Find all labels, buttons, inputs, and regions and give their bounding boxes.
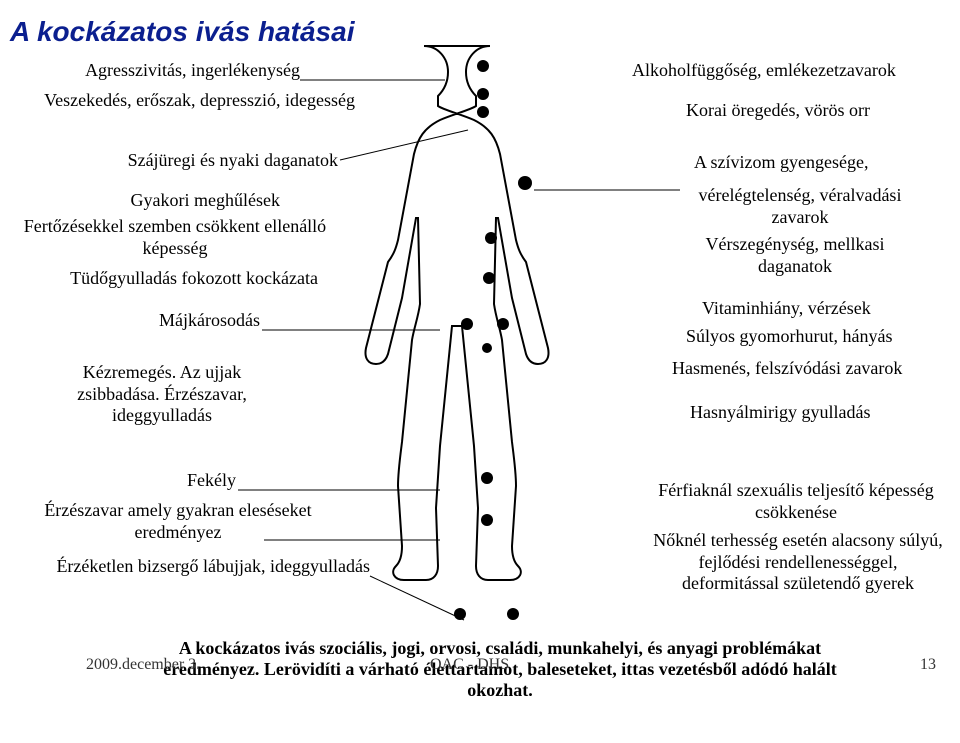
body-dot-12	[507, 608, 519, 620]
human-body-outline	[360, 40, 620, 680]
body-dot-7	[497, 318, 509, 330]
label-noknel: Nőknél terhesség esetén alacsony súlyú, …	[648, 530, 948, 595]
body-dot-5	[483, 272, 495, 284]
footer-page-number: 13	[920, 656, 936, 674]
label-tudo: Tüdőgyulladás fokozott kockázata	[70, 268, 318, 290]
label-labujjak: Érzéketlen bizsergő lábujjak, ideggyulla…	[56, 556, 370, 578]
label-ferfi: Férfiaknál szexuális teljesítő képesség …	[656, 480, 936, 523]
label-hasmenes: Hasmenés, felszívódási zavarok	[672, 358, 902, 380]
body-dot-9	[481, 472, 493, 484]
label-fertoz: Fertőzésekkel szemben csökkent ellenálló…	[10, 216, 340, 259]
label-veszek: Veszekedés, erőszak, depresszió, idegess…	[44, 90, 355, 112]
label-maj: Májkárosodás	[159, 310, 260, 332]
body-dot-3	[518, 176, 532, 190]
label-verelegt: vérelégtelenség, véralvadási zavarok	[680, 185, 920, 228]
footer-date: 2009.december 3.	[86, 656, 200, 674]
page-title: A kockázatos ivás hatásai	[10, 16, 354, 48]
label-szajuregi: Szájüregi és nyaki daganatok	[128, 150, 338, 172]
label-vitamin: Vitaminhiány, vérzések	[702, 298, 871, 320]
label-oreges: Korai öregedés, vörös orr	[686, 100, 870, 122]
label-verszeg: Vérszegénység, mellkasi daganatok	[690, 234, 900, 277]
body-dot-1	[477, 88, 489, 100]
body-dot-2	[477, 106, 489, 118]
body-dot-10	[481, 514, 493, 526]
footer-center: OAC - DHS	[430, 656, 509, 674]
label-gyomor: Súlyos gyomorhurut, hányás	[686, 326, 893, 348]
label-fekely: Fekély	[187, 470, 236, 492]
body-dot-4	[485, 232, 497, 244]
label-sziv: A szívizom gyengesége,	[694, 152, 868, 174]
body-dot-0	[477, 60, 489, 72]
label-alkohol: Alkoholfüggőség, emlékezetzavarok	[632, 60, 896, 82]
body-dot-8	[482, 343, 492, 353]
body-dot-6	[461, 318, 473, 330]
label-meghules: Gyakori meghűlések	[131, 190, 280, 212]
label-erzeszavar: Érzészavar amely gyakran eleséseket ered…	[18, 500, 338, 543]
label-kezremeges: Kézremegés. Az ujjak zsibbadása. Érzésza…	[62, 362, 262, 427]
label-agressz: Agresszivitás, ingerlékenység	[85, 60, 300, 82]
body-dot-11	[454, 608, 466, 620]
label-hasnyalm: Hasnyálmirigy gyulladás	[690, 402, 870, 424]
